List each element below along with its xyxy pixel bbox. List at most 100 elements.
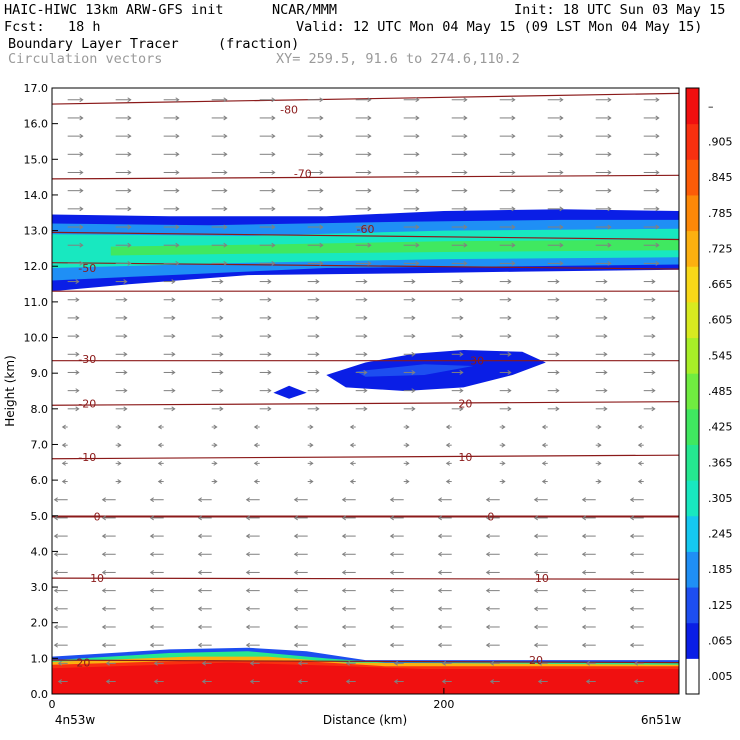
vector-arrow <box>67 370 80 375</box>
vector-arrow <box>67 279 80 284</box>
vector-arrow <box>389 588 404 594</box>
vector-arrow <box>197 570 212 575</box>
y-tick-label: 17.0 <box>24 82 49 95</box>
vector-arrow <box>629 533 644 539</box>
vector-arrow <box>115 406 128 412</box>
vector-arrow <box>307 406 320 412</box>
vector-arrow <box>533 533 548 539</box>
vector-arrow <box>349 424 356 430</box>
vector-arrow <box>163 188 180 194</box>
vector-arrow <box>547 388 560 394</box>
vector-arrow <box>403 97 420 103</box>
vector-arrow <box>67 133 84 139</box>
valid-time: Valid: 12 UTC Mon 04 May 15 (09 LST Mon … <box>296 19 703 35</box>
vector-arrow <box>307 115 324 121</box>
vector-arrow <box>259 133 276 139</box>
vector-arrow <box>67 333 80 339</box>
vector-arrow <box>643 370 656 375</box>
vector-arrow <box>643 242 660 248</box>
vector-arrow <box>197 533 212 539</box>
colorbar-swatch <box>686 88 699 125</box>
vector-arrow <box>341 624 356 630</box>
isotherm-label: 30 <box>470 355 484 368</box>
vector-arrow <box>533 624 548 630</box>
vector-arrow <box>211 279 224 284</box>
vector-arrow <box>547 370 560 375</box>
org-label: NCAR/MMM <box>272 2 338 18</box>
vector-arrow <box>163 206 180 212</box>
vector-arrow <box>211 315 224 321</box>
isotherm-line--80 <box>52 92 679 105</box>
vector-arrow <box>211 97 228 103</box>
vector-arrow <box>307 315 320 321</box>
isotherm-line--50 <box>52 262 679 270</box>
vector-arrow <box>403 442 410 448</box>
vector-arrow <box>115 206 132 212</box>
vector-arrow <box>355 188 372 194</box>
vector-arrow <box>547 188 564 194</box>
vector-arrow <box>157 460 164 466</box>
vector-arrow <box>643 170 660 175</box>
y-tick-label: 0.0 <box>31 688 49 701</box>
vector-arrow <box>445 479 452 484</box>
vector-arrow <box>115 97 132 103</box>
colorbar-swatch <box>686 230 699 267</box>
vector-arrow <box>307 224 324 230</box>
field-name: Boundary Layer Tracer <box>8 36 179 52</box>
vector-arrow <box>533 606 548 612</box>
vector-arrow <box>541 460 548 466</box>
vector-arrow <box>451 406 464 412</box>
vector-arrow <box>499 242 516 248</box>
vector-arrow <box>485 533 500 539</box>
vector-arrow <box>293 551 308 557</box>
isotherm-line--60 <box>52 231 679 241</box>
colorbar-label: .845 <box>708 171 733 184</box>
vector-arrow <box>149 533 164 539</box>
vector-arrow <box>547 333 560 339</box>
colorbar-label: .665 <box>708 278 733 291</box>
vector-arrow <box>499 442 506 448</box>
vector-arrow <box>349 460 356 466</box>
vector-arrow <box>307 170 324 175</box>
vector-arrow <box>163 97 180 103</box>
colorbar: .005 .065 .125 .185 .245 .305 .365 .425 .485 .545… <box>685 87 733 695</box>
vector-arrow <box>547 242 564 248</box>
vector-arrow <box>499 97 516 103</box>
isotherm-line--10 <box>52 454 679 460</box>
vector-arrow <box>293 515 308 521</box>
colorbar-label: .785 <box>708 207 733 220</box>
vector-arrow <box>499 406 512 412</box>
isotherm-label: -10 <box>78 451 96 464</box>
vector-arrow <box>61 460 68 466</box>
vector-arrow <box>499 351 512 357</box>
vector-arrow <box>115 279 128 284</box>
vector-arrow <box>211 460 218 466</box>
vector-arrow <box>101 624 116 630</box>
vector-arrow <box>389 551 404 557</box>
vector-arrow <box>355 370 368 375</box>
vector-arrow <box>53 533 68 539</box>
vector-arrow <box>163 297 176 303</box>
vector-arrow <box>115 224 132 230</box>
y-tick-label: 8.0 <box>31 403 49 416</box>
colorbar-swatch <box>686 622 699 659</box>
axes: 0.0 1.0 2.0 3.0 4.0 5.0 6.0 7.0 8.0 9.0 10.0 11.0 12… <box>24 82 682 727</box>
vector-arrow <box>629 624 644 630</box>
vector-arrow <box>245 606 260 612</box>
vector-arrow <box>451 151 468 157</box>
start-point-label: 4n53w <box>55 713 96 727</box>
vector-arrow <box>211 388 224 394</box>
isotherm-label: 10 <box>535 572 549 585</box>
vector-arrow <box>201 660 212 666</box>
vector-arrow <box>595 297 608 303</box>
vector-arrow <box>211 242 228 248</box>
vector-arrow <box>345 660 356 666</box>
vector-arrow <box>499 170 516 175</box>
vector-arrow <box>595 133 612 139</box>
vector-arrow <box>547 351 560 357</box>
y-tick-label: 13.0 <box>24 225 49 238</box>
y-axis-title: Height (km) <box>3 355 17 426</box>
vector-arrow <box>163 242 180 248</box>
colorbar-label: .545 <box>708 349 733 362</box>
